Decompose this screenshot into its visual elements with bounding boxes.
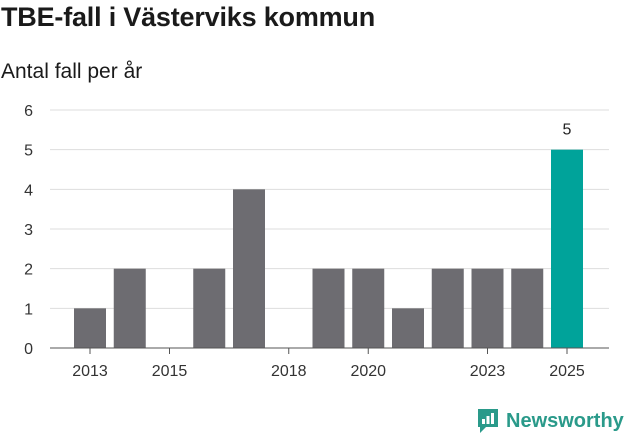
bars bbox=[74, 149, 583, 348]
brand-logo: Newsworthy bbox=[476, 407, 624, 435]
x-axis: 2013 2015 2018 2020 2023 2025 bbox=[50, 347, 609, 380]
bar-2022 bbox=[431, 268, 464, 348]
data-label-highlight: 5 bbox=[563, 122, 572, 139]
bar-2024 bbox=[511, 268, 544, 348]
x-tick-label: 2020 bbox=[350, 363, 386, 380]
bar-2016 bbox=[193, 268, 226, 348]
bar-2023 bbox=[471, 268, 504, 348]
y-tick-label: 1 bbox=[24, 301, 33, 318]
bar-2025 bbox=[551, 149, 583, 348]
x-tick-label: 2023 bbox=[470, 363, 506, 380]
y-axis: 0 1 2 3 4 5 6 bbox=[24, 103, 33, 358]
bar-2020 bbox=[352, 268, 385, 348]
y-tick-label: 3 bbox=[24, 222, 33, 239]
bar-2021 bbox=[392, 308, 424, 348]
newsworthy-logo-icon bbox=[478, 409, 498, 433]
data-labels: 5 bbox=[563, 122, 572, 139]
y-tick-label: 2 bbox=[24, 262, 33, 279]
x-tick-label: 2013 bbox=[72, 363, 108, 380]
bar-2013 bbox=[74, 308, 106, 348]
brand-name: Newsworthy bbox=[506, 409, 624, 432]
bar-2014 bbox=[113, 268, 146, 348]
bar-2017 bbox=[233, 189, 265, 348]
y-tick-label: 4 bbox=[24, 182, 33, 199]
y-tick-label: 0 bbox=[24, 341, 33, 358]
y-tick-label: 5 bbox=[24, 143, 33, 160]
x-tick-label: 2018 bbox=[271, 363, 307, 380]
chart-title: TBE-fall i Västerviks kommun bbox=[1, 2, 376, 32]
y-tick-label: 6 bbox=[24, 103, 33, 120]
bar-2019 bbox=[312, 268, 345, 348]
x-tick-label: 2015 bbox=[152, 363, 188, 380]
x-tick-label: 2025 bbox=[549, 363, 585, 380]
chart-subtitle: Antal fall per år bbox=[1, 60, 143, 83]
